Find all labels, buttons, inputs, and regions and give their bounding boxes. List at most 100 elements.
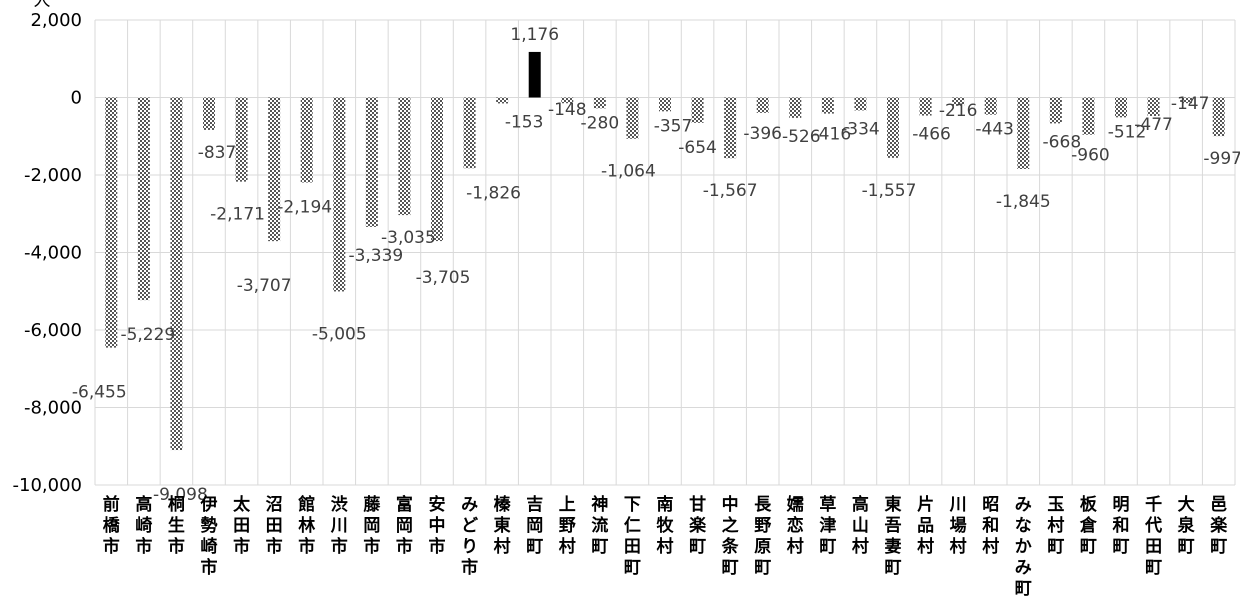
- category-label: 草津町: [819, 495, 836, 557]
- data-label: -466: [912, 125, 951, 145]
- y-tick-label: -4,000: [24, 243, 82, 264]
- category-label: 高山村: [852, 494, 869, 557]
- data-label: -5,229: [120, 325, 175, 345]
- bar: [268, 97, 281, 242]
- data-label: -654: [678, 138, 717, 158]
- y-tick-label: -10,000: [13, 475, 82, 496]
- bar: [333, 97, 346, 292]
- data-label: -3,705: [416, 268, 471, 288]
- data-label: -997: [1203, 149, 1240, 169]
- y-tick-label: -8,000: [24, 398, 82, 419]
- bar: [1180, 97, 1193, 104]
- bar: [1082, 97, 1095, 135]
- category-label: 桐生市: [168, 494, 185, 557]
- bar: [235, 97, 248, 182]
- bar: [105, 97, 118, 348]
- category-label: 甘楽町: [689, 494, 707, 557]
- bar: [365, 97, 378, 227]
- bar: [821, 97, 834, 114]
- bar: [463, 97, 476, 169]
- bar: [659, 97, 671, 112]
- category-label: 南牧村: [657, 494, 675, 557]
- category-label: 邑楽町: [1210, 495, 1228, 557]
- data-label: -280: [581, 113, 620, 133]
- data-label: -5,005: [312, 324, 367, 344]
- data-label: -477: [1134, 115, 1173, 135]
- y-axis-unit-label: 人: [34, 0, 51, 11]
- category-label: 下仁田町: [624, 495, 641, 578]
- bar: [300, 97, 313, 183]
- category-label: 伊勢崎市: [200, 494, 218, 578]
- y-tick-label: 2,000: [30, 10, 82, 31]
- data-label: -960: [1071, 146, 1110, 166]
- bar: [1147, 97, 1160, 116]
- data-label: -148: [548, 100, 587, 120]
- category-label: 板倉町: [1079, 494, 1098, 557]
- category-label: 上野村: [559, 495, 576, 557]
- data-label: -1,557: [862, 181, 917, 201]
- data-label: -6,455: [72, 383, 127, 403]
- y-tick-label: 0: [71, 88, 82, 109]
- category-label: 川場村: [949, 495, 967, 557]
- category-label: 高崎市: [135, 494, 152, 557]
- bar: [1212, 97, 1225, 137]
- bars: [105, 51, 1225, 451]
- category-label: 片品村: [917, 494, 934, 557]
- data-label: -416: [813, 125, 852, 145]
- bar: [691, 97, 704, 123]
- data-label: -357: [654, 116, 693, 136]
- bar: [203, 97, 215, 130]
- category-label: 大泉町: [1177, 494, 1196, 557]
- category-label: 昭和村: [982, 495, 999, 557]
- data-label: -1,826: [466, 183, 521, 203]
- data-label: -1,845: [996, 192, 1051, 212]
- y-tick-label: -6,000: [24, 320, 82, 341]
- bar: [561, 97, 574, 104]
- bar: [1115, 97, 1127, 118]
- bar: [593, 97, 606, 109]
- bar: [398, 97, 411, 216]
- bar: [756, 97, 769, 113]
- data-label: -153: [505, 112, 544, 132]
- category-label: 吉岡町: [526, 495, 543, 557]
- category-label: 館林市: [297, 494, 315, 557]
- data-label: -147: [1171, 94, 1210, 114]
- data-label: -1,567: [703, 181, 758, 201]
- category-label: 玉村町: [1047, 495, 1064, 557]
- data-label: -837: [198, 143, 237, 163]
- data-label: 1,176: [510, 25, 559, 45]
- bar: [626, 97, 639, 139]
- grid-lines: [94, 19, 1236, 486]
- bar: [137, 97, 150, 301]
- category-label: 榛東村: [494, 494, 511, 557]
- bar: [887, 97, 899, 158]
- data-label: -396: [743, 124, 782, 144]
- category-label: 神流町: [591, 494, 608, 557]
- bar: [984, 97, 997, 115]
- category-label: 長野原町: [754, 495, 772, 578]
- category-label: 安中市: [429, 494, 446, 557]
- bar: [789, 97, 802, 118]
- category-label: 千代田町: [1144, 495, 1162, 578]
- data-label: -512: [1108, 122, 1147, 142]
- data-label: -334: [841, 119, 880, 139]
- bar: [1049, 97, 1062, 124]
- bar: [919, 97, 932, 116]
- category-label: 嬬恋村: [786, 494, 804, 557]
- category-label: みどり市: [461, 495, 478, 578]
- data-label: -443: [975, 120, 1014, 140]
- bar: [170, 97, 183, 451]
- category-label: 明和町: [1113, 495, 1130, 557]
- bar: [1017, 97, 1030, 169]
- category-label: 渋川市: [330, 494, 348, 557]
- data-label: -526: [782, 127, 821, 147]
- x-axis-categories: 前橋市高崎市桐生市伊勢崎市太田市沼田市館林市渋川市藤岡市富岡市安中市みどり市榛東…: [103, 494, 1228, 599]
- data-labels: -6,455 -5,229 -9,098 -837 -2,171 -3,707 -2,194…: [72, 25, 1240, 505]
- data-label: -2,194: [277, 198, 332, 218]
- bar: [952, 97, 965, 106]
- bar: [528, 51, 541, 98]
- data-label: -1,064: [601, 162, 656, 182]
- y-axis-ticks: 2,000 0 -2,000 -4,000 -6,000 -8,000 -10,000: [13, 10, 82, 496]
- data-label: -668: [1043, 132, 1082, 152]
